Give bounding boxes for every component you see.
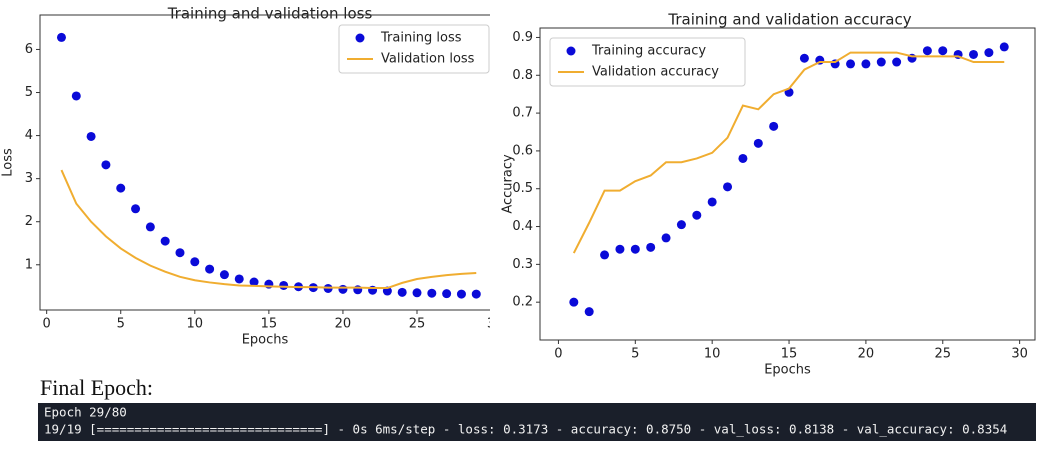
console-box	[38, 403, 1036, 441]
marker	[922, 46, 932, 56]
marker	[145, 222, 155, 232]
marker	[412, 288, 422, 298]
marker	[175, 248, 185, 258]
marker	[769, 121, 779, 131]
marker	[799, 53, 809, 63]
y-tick-label: 0.8	[512, 68, 533, 83]
y-tick-label: 2	[25, 214, 33, 229]
marker	[427, 288, 437, 298]
marker	[338, 284, 348, 294]
marker	[190, 257, 200, 267]
console-line: 19/19 [==============================] -…	[44, 422, 1007, 437]
x-tick-label: 10	[704, 347, 721, 362]
marker	[86, 131, 96, 141]
marker	[846, 59, 856, 69]
marker	[131, 204, 141, 214]
marker	[938, 46, 948, 56]
marker	[999, 42, 1009, 52]
chart-title: Training and validation accuracy	[667, 11, 911, 29]
marker	[723, 182, 733, 192]
legend-box	[549, 37, 746, 87]
legend-box	[338, 24, 490, 74]
plot-area	[539, 27, 1036, 341]
console-line: Epoch 29/80	[44, 405, 127, 420]
marker	[738, 153, 748, 163]
x-tick-label: 20	[335, 317, 352, 332]
x-axis-label: Epochs	[242, 333, 289, 348]
x-tick-label: 5	[117, 317, 125, 332]
marker	[71, 91, 81, 101]
marker	[234, 274, 244, 284]
x-tick-label: 25	[934, 347, 951, 362]
marker	[676, 220, 686, 230]
marker	[456, 289, 466, 299]
legend-marker	[566, 46, 576, 56]
marker	[116, 183, 126, 193]
marker	[249, 277, 259, 287]
x-tick-label: 25	[409, 317, 426, 332]
x-tick-label: 5	[631, 347, 639, 362]
y-tick-label: 0.3	[512, 257, 533, 272]
marker	[219, 270, 229, 280]
marker	[630, 244, 640, 254]
x-tick-label: 15	[261, 317, 278, 332]
y-tick-label: 6	[25, 42, 33, 57]
marker	[279, 280, 289, 290]
marker	[692, 210, 702, 220]
accuracy-chart: Training and validation accuracy 0 5 10 15 20…	[501, 11, 1036, 378]
x-tick-label: 0	[554, 347, 562, 362]
chart-title: Training and validation loss	[167, 5, 373, 23]
marker	[442, 289, 452, 299]
y-tick-label: 4	[25, 128, 33, 143]
marker	[707, 197, 717, 207]
legend-marker	[355, 33, 365, 43]
marker	[876, 57, 886, 67]
marker	[984, 48, 994, 58]
x-tick-label: 3	[487, 317, 495, 332]
marker	[646, 242, 656, 252]
marker	[969, 49, 979, 59]
legend-label: Validation accuracy	[592, 65, 719, 80]
caption: Final Epoch:	[40, 375, 153, 400]
marker	[160, 236, 170, 246]
y-tick-label: 0.2	[512, 295, 533, 310]
legend-label: Training loss	[380, 31, 462, 46]
y-tick-label: 1	[25, 257, 33, 272]
y-axis-label: Loss	[1, 148, 16, 177]
x-tick-label: 10	[187, 317, 204, 332]
marker	[397, 287, 407, 297]
y-tick-label: 0.6	[512, 143, 533, 158]
legend-label: Validation loss	[381, 52, 475, 67]
marker	[569, 297, 579, 307]
y-tick-label: 0.4	[512, 219, 533, 234]
line	[60, 169, 477, 290]
x-axis-label: Epochs	[764, 363, 811, 378]
x-tick-label: 20	[858, 347, 875, 362]
marker	[56, 32, 66, 42]
legend-label: Training accuracy	[591, 44, 706, 59]
marker	[615, 244, 625, 254]
marker	[753, 138, 763, 148]
marker	[471, 289, 481, 299]
y-tick-label: 0.5	[512, 181, 533, 196]
marker	[101, 160, 111, 170]
marker	[205, 264, 215, 274]
y-tick-label: 5	[25, 85, 33, 100]
marker	[600, 250, 610, 260]
x-tick-label: 30	[1011, 347, 1028, 362]
y-tick-label: 3	[25, 171, 33, 186]
y-tick-label: 0.7	[512, 106, 533, 121]
marker	[584, 307, 594, 317]
y-tick-label: 0.9	[512, 30, 533, 45]
x-tick-label: 0	[43, 317, 51, 332]
y-axis-label: Accuracy	[501, 154, 516, 214]
marker	[861, 59, 871, 69]
x-tick-label: 15	[781, 347, 798, 362]
marker	[661, 233, 671, 243]
marker	[892, 57, 902, 67]
line	[572, 51, 1005, 254]
